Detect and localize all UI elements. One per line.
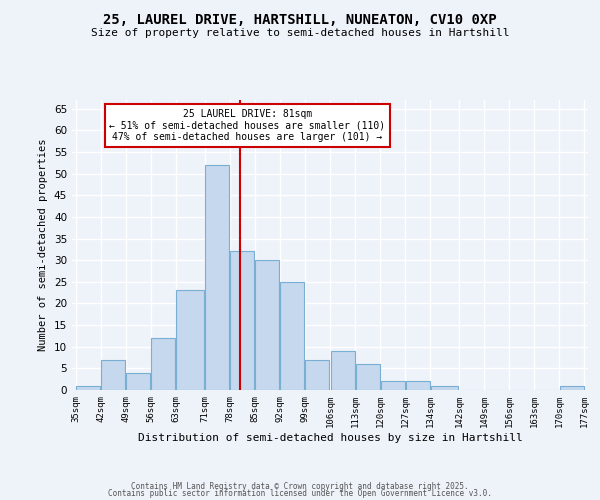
Bar bbox=[151, 338, 175, 390]
Bar bbox=[205, 165, 229, 390]
Bar bbox=[280, 282, 304, 390]
Bar bbox=[381, 382, 405, 390]
X-axis label: Distribution of semi-detached houses by size in Hartshill: Distribution of semi-detached houses by … bbox=[137, 432, 523, 442]
Bar bbox=[126, 372, 150, 390]
Text: 25 LAUREL DRIVE: 81sqm
← 51% of semi-detached houses are smaller (110)
47% of se: 25 LAUREL DRIVE: 81sqm ← 51% of semi-det… bbox=[109, 108, 386, 142]
Bar bbox=[406, 382, 430, 390]
Bar bbox=[305, 360, 329, 390]
Bar bbox=[101, 360, 125, 390]
Text: Contains HM Land Registry data © Crown copyright and database right 2025.: Contains HM Land Registry data © Crown c… bbox=[131, 482, 469, 491]
Bar bbox=[431, 386, 458, 390]
Bar bbox=[331, 351, 355, 390]
Bar bbox=[560, 386, 584, 390]
Text: 25, LAUREL DRIVE, HARTSHILL, NUNEATON, CV10 0XP: 25, LAUREL DRIVE, HARTSHILL, NUNEATON, C… bbox=[103, 12, 497, 26]
Text: Contains public sector information licensed under the Open Government Licence v3: Contains public sector information licen… bbox=[108, 490, 492, 498]
Bar bbox=[356, 364, 380, 390]
Bar bbox=[255, 260, 279, 390]
Bar bbox=[76, 386, 100, 390]
Y-axis label: Number of semi-detached properties: Number of semi-detached properties bbox=[38, 138, 49, 352]
Bar bbox=[176, 290, 204, 390]
Bar bbox=[230, 252, 254, 390]
Text: Size of property relative to semi-detached houses in Hartshill: Size of property relative to semi-detach… bbox=[91, 28, 509, 38]
